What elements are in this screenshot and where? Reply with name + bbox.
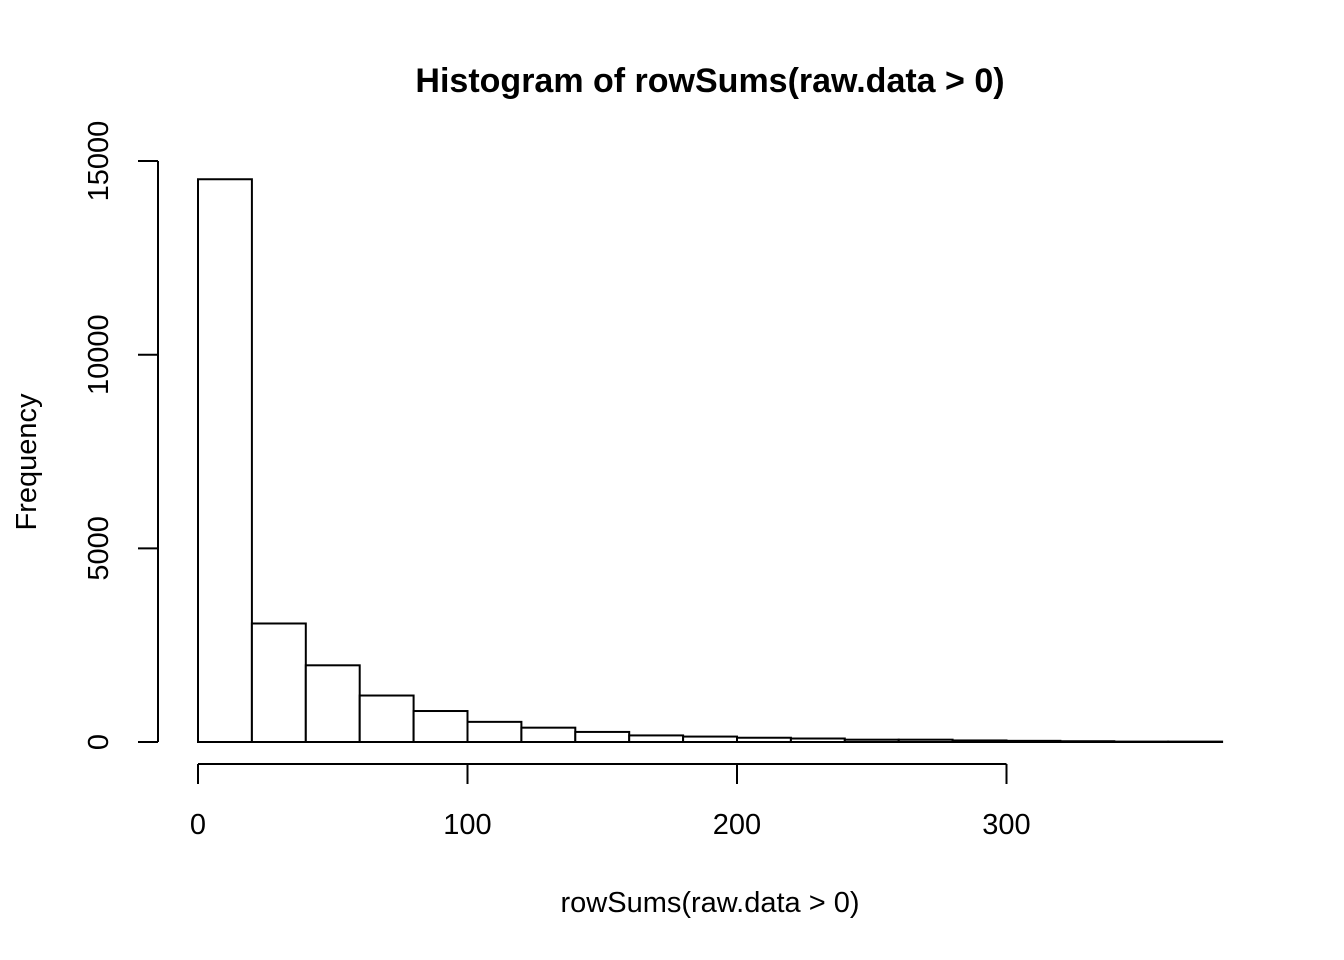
histogram-bar-3 <box>358 694 415 744</box>
histogram-bar-0 <box>197 178 253 743</box>
histogram-bar-2 <box>304 664 361 743</box>
x-tick-label-3: 300 <box>982 809 1030 841</box>
y-axis-title: Frequency <box>11 393 43 531</box>
histogram-bar-1 <box>250 622 307 743</box>
y-tick-label-3: 15000 <box>83 121 115 202</box>
histogram-bar-13 <box>897 738 954 743</box>
histogram-bars <box>197 178 1224 744</box>
histogram-bar-12 <box>843 738 900 743</box>
x-axis-title: rowSums(raw.data > 0) <box>561 887 860 919</box>
histogram-bar-5 <box>466 720 523 743</box>
histogram-bar-16 <box>1059 740 1116 743</box>
x-axis: 0 100 200 300 <box>190 763 1031 841</box>
histogram-bar-4 <box>412 710 469 744</box>
histogram-bar-6 <box>520 726 577 743</box>
histogram-bar-7 <box>574 730 631 743</box>
y-tick-label-1: 5000 <box>83 516 115 581</box>
histogram-bar-14 <box>951 739 1008 744</box>
y-axis: 0 5000 10000 15000 <box>83 121 159 750</box>
histogram-bar-9 <box>682 735 738 744</box>
histogram-bar-8 <box>628 734 685 743</box>
histogram-bar-10 <box>736 736 792 743</box>
x-tick-label-1: 100 <box>443 809 491 841</box>
histogram-bar-15 <box>1005 739 1062 744</box>
x-tick-label-2: 200 <box>713 809 761 841</box>
chart-title: Histogram of rowSums(raw.data > 0) <box>415 62 1004 100</box>
y-tick-label-0: 0 <box>83 734 115 750</box>
x-tick-label-0: 0 <box>190 809 206 841</box>
histogram-bar-11 <box>789 737 846 744</box>
y-tick-label-2: 10000 <box>83 314 115 395</box>
